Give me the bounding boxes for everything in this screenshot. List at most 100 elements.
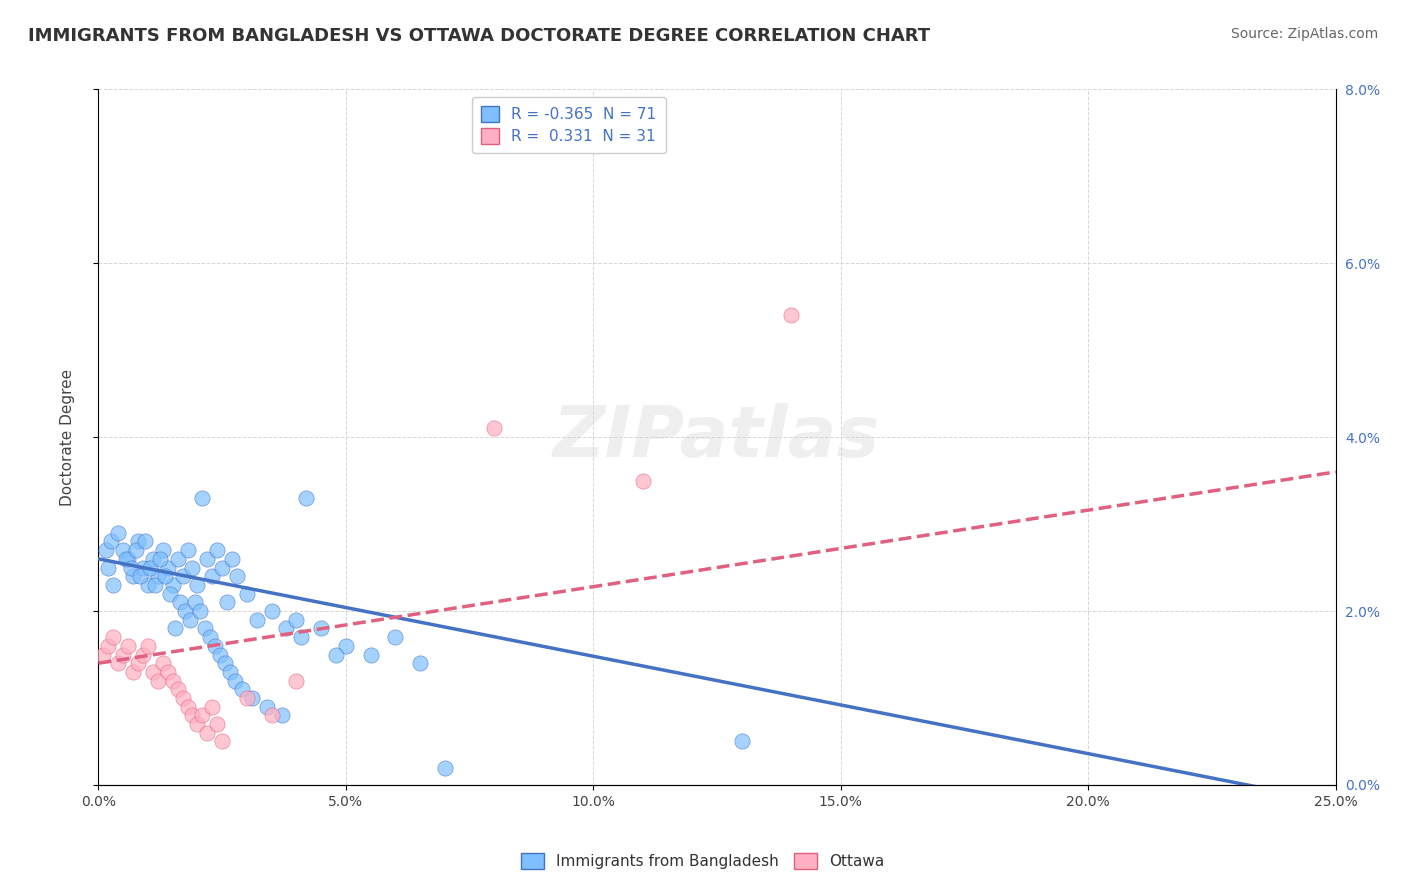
Point (122, 569, 145, 583)
Point (240, 690, 263, 705)
Point (195, 726, 218, 740)
Point (165, 621, 187, 635)
Point (295, 491, 318, 505)
Point (176, 699, 198, 714)
Point (285, 613, 308, 627)
Point (93, 648, 115, 662)
Point (780, 308, 803, 322)
Point (176, 543, 198, 558)
Point (290, 630, 312, 644)
Point (186, 578, 208, 592)
Point (152, 543, 174, 558)
Point (112, 543, 135, 558)
Point (214, 657, 236, 671)
Legend: R = -0.365  N = 71, R =  0.331  N = 31: R = -0.365 N = 71, R = 0.331 N = 31 (471, 97, 665, 153)
Point (169, 595, 191, 609)
Point (325, 648, 347, 662)
Point (631, 474, 654, 488)
Point (124, 543, 146, 558)
Text: Source: ZipAtlas.com: Source: ZipAtlas.com (1230, 27, 1378, 41)
Point (231, 682, 253, 697)
Point (409, 657, 432, 671)
Point (335, 639, 357, 653)
Point (195, 551, 218, 566)
Point (201, 569, 224, 583)
Point (94, 543, 117, 558)
Legend: Immigrants from Bangladesh, Ottawa: Immigrants from Bangladesh, Ottawa (515, 847, 891, 875)
Point (155, 569, 177, 583)
Point (156, 665, 179, 679)
Point (270, 708, 292, 723)
Point (217, 595, 239, 609)
Point (149, 551, 172, 566)
Point (179, 613, 201, 627)
Point (107, 657, 129, 671)
Point (276, 621, 298, 635)
Point (184, 595, 207, 609)
Point (208, 648, 231, 662)
Point (360, 648, 382, 662)
Point (484, 421, 506, 435)
Point (191, 491, 214, 505)
Point (205, 543, 228, 558)
Point (188, 604, 211, 618)
Point (172, 569, 194, 583)
Text: IMMIGRANTS FROM BANGLADESH VS OTTAWA DOCTORATE DEGREE CORRELATION CHART: IMMIGRANTS FROM BANGLADESH VS OTTAWA DOC… (28, 27, 931, 45)
Point (117, 551, 139, 566)
Point (136, 578, 159, 592)
Point (112, 648, 135, 662)
Point (221, 551, 243, 566)
Point (152, 657, 174, 671)
Point (211, 560, 233, 574)
Point (122, 665, 145, 679)
Point (100, 534, 122, 549)
Point (181, 560, 204, 574)
Point (120, 560, 142, 574)
Point (142, 665, 165, 679)
Point (384, 630, 406, 644)
Point (114, 551, 136, 566)
Point (162, 673, 184, 688)
Point (246, 613, 269, 627)
Point (191, 708, 214, 723)
Text: ZIPatlas: ZIPatlas (554, 402, 880, 472)
Point (146, 673, 169, 688)
Point (181, 708, 204, 723)
Point (198, 630, 221, 644)
Point (107, 525, 129, 540)
Point (146, 569, 169, 583)
Point (117, 639, 139, 653)
Point (156, 560, 179, 574)
Point (205, 717, 228, 731)
Point (159, 587, 181, 601)
Point (172, 690, 194, 705)
Point (142, 551, 165, 566)
Point (309, 621, 332, 635)
Point (201, 699, 224, 714)
Point (260, 708, 283, 723)
Point (186, 717, 208, 731)
Point (166, 551, 188, 566)
Point (204, 639, 226, 653)
Point (211, 734, 233, 748)
Point (256, 699, 278, 714)
Point (103, 578, 125, 592)
Y-axis label: Doctorate Degree: Doctorate Degree (60, 368, 75, 506)
Point (143, 578, 166, 592)
Point (127, 534, 149, 549)
Point (162, 578, 184, 592)
Point (129, 569, 152, 583)
Point (134, 534, 156, 549)
Point (224, 673, 246, 688)
Point (218, 665, 240, 679)
Point (174, 604, 197, 618)
Point (97, 560, 120, 574)
Point (285, 673, 308, 688)
Point (139, 560, 162, 574)
Point (127, 657, 149, 671)
Point (260, 604, 283, 618)
Point (731, 734, 754, 748)
Point (236, 587, 259, 601)
Point (132, 560, 155, 574)
Point (433, 760, 456, 774)
